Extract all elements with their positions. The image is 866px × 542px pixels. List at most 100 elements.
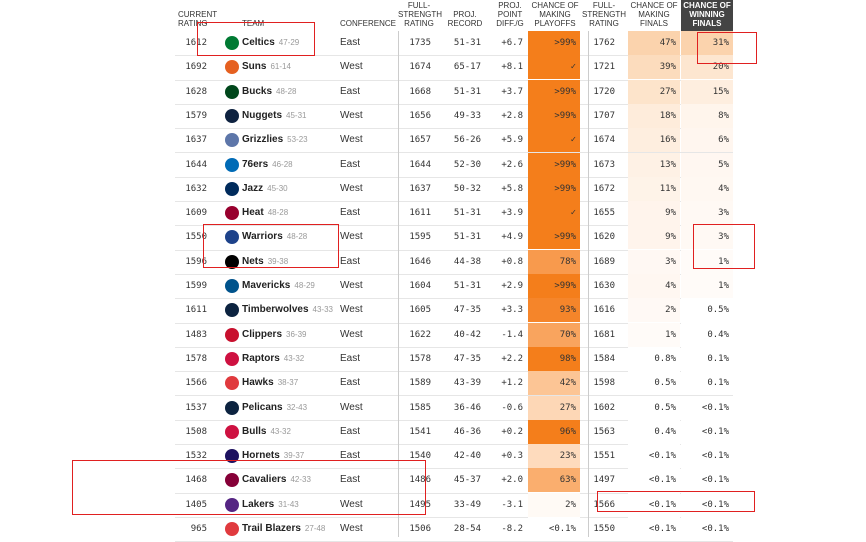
conference: East (340, 158, 361, 170)
current-rating: 965 (190, 524, 207, 534)
table-row[interactable]: 1609 Heat 48-28 East 1611 51-31 +3.9 ✓ 1655 9% 3% (175, 201, 733, 227)
team-cell[interactable]: Jazz 45-30 (242, 177, 288, 201)
proj-point-diff: -8.2 (501, 524, 523, 534)
team-name: Suns (242, 61, 267, 73)
make-finals-cell: 18% (628, 103, 680, 128)
table-row[interactable]: 1599 Mavericks 48-29 West 1604 51-31 +2.9 >99% 1… (175, 274, 733, 300)
full-strength-rating-2: 1550 (593, 524, 615, 534)
team-name: Nets (242, 255, 264, 267)
team-record: 45-30 (267, 183, 288, 193)
header-full-strength-rating[interactable]: FULL-STRENGTH RATING (398, 1, 442, 28)
table-row[interactable]: 1550 Warriors 48-28 West 1595 51-31 +4.9 >99% 16… (175, 225, 733, 251)
table-row[interactable]: 1628 Bucks 48-28 East 1668 51-31 +3.7 >99% 1720 2… (175, 79, 733, 105)
header-team[interactable]: TEAM (242, 19, 265, 28)
proj-point-diff: +8.1 (501, 62, 523, 73)
make-finals-cell: 1% (628, 322, 680, 347)
table-row[interactable]: 1612 Celtics 47-29 East 1735 51-31 +6.7 >99% 176… (175, 31, 733, 57)
header-full-strength-rating-2[interactable]: FULL-STRENGTH RATING (582, 1, 626, 28)
full-strength-rating: 1656 (409, 110, 431, 121)
proj-point-diff: +2.9 (501, 281, 523, 291)
proj-record: 46-36 (453, 426, 481, 437)
proj-point-diff: +3.3 (501, 305, 523, 316)
current-rating: 1599 (185, 281, 207, 291)
team-cell[interactable]: Celtics 47-29 (242, 31, 299, 55)
table-row[interactable]: 1596 Nets 39-38 East 1646 44-38 +0.8 78% 1689 3% 1… (175, 249, 733, 275)
team-cell[interactable]: Bulls 43-32 (242, 420, 291, 444)
conference: West (340, 304, 363, 316)
table-row[interactable]: 1468 Cavaliers 42-33 East 1486 45-37 +2.0 63% 14… (175, 468, 733, 494)
make-playoffs-cell: ✓ (528, 55, 580, 80)
team-cell[interactable]: Clippers 36-39 (242, 323, 306, 347)
header-proj-point-diff[interactable]: PROJ. POINT DIFF./G (496, 1, 524, 28)
full-strength-rating: 1644 (409, 159, 431, 170)
table-row[interactable]: 1405 Lakers 31-43 West 1495 33-49 -3.1 2% 1566 <0… (175, 492, 733, 518)
make-finals-cell: <0.1% (628, 468, 680, 493)
table-row[interactable]: 1508 Bulls 43-32 East 1541 46-36 +0.2 96% 1563 0.… (175, 419, 733, 446)
proj-record: 45-37 (453, 475, 481, 486)
team-cell[interactable]: Bucks 48-28 (242, 80, 296, 104)
make-playoffs-cell: 63% (528, 468, 580, 493)
table-row[interactable]: 1692 Suns 61-14 West 1674 65-17 +8.1 ✓ 1721 39% 20… (175, 55, 733, 81)
team-cell[interactable]: Nets 39-38 (242, 250, 288, 274)
win-finals-cell: 31% (681, 31, 733, 55)
conference: West (340, 280, 363, 291)
team-cell[interactable]: Hornets 39-37 (242, 444, 304, 468)
make-finals-cell: 16% (628, 128, 680, 153)
table-row[interactable]: 1611 Timberwolves 43-33 West 1605 47-35 +3.3 93… (175, 298, 733, 324)
warriors-logo-icon (225, 230, 239, 245)
current-rating: 1611 (185, 305, 207, 316)
team-cell[interactable]: Suns 61-14 (242, 55, 291, 79)
make-playoffs-cell: 70% (528, 322, 580, 347)
team-cell[interactable]: Timberwolves 43-33 (242, 298, 333, 322)
team-cell[interactable]: Raptors 43-32 (242, 347, 304, 371)
header-conference[interactable]: CONFERENCE (340, 19, 397, 28)
make-finals-cell: 0.8% (628, 346, 680, 371)
table-row[interactable]: 1537 Pelicans 32-43 West 1585 36-46 -0.6 27% 160… (175, 395, 733, 421)
team-cell[interactable]: Nuggets 45-31 (242, 104, 306, 128)
table-row[interactable]: 1566 Hawks 38-37 East 1589 43-39 +1.2 42% 1598 0.… (175, 371, 733, 397)
team-cell[interactable]: Pelicans 32-43 (242, 396, 307, 420)
table-row[interactable]: 1532 Hornets 39-37 East 1540 42-40 +0.3 23% 1551… (175, 444, 733, 470)
team-cell[interactable]: Heat 48-28 (242, 201, 288, 225)
header-proj-record[interactable]: PROJ. RECORD (447, 10, 483, 28)
raptors-logo-icon (225, 351, 239, 366)
clippers-logo-icon (225, 327, 239, 342)
table-row[interactable]: 1483 Clippers 36-39 West 1622 40-42 -1.4 70% 168… (175, 322, 733, 348)
full-strength-rating: 1611 (409, 208, 431, 219)
team-cell[interactable]: Hawks 38-37 (242, 371, 298, 395)
proj-point-diff: +2.6 (501, 159, 523, 170)
header-make-playoffs[interactable]: CHANCE OF MAKING PLAYOFFS (531, 1, 579, 28)
proj-record: 52-30 (453, 159, 481, 170)
table-row[interactable]: 1644 76ers 46-28 East 1644 52-30 +2.6 >99% 1673 1… (175, 152, 733, 178)
team-cell[interactable]: Mavericks 48-29 (242, 274, 315, 298)
header-current-rating[interactable]: CURRENT RATING (178, 10, 217, 28)
team-cell[interactable]: Grizzlies 53-23 (242, 128, 308, 152)
team-name: Celtics (242, 37, 275, 48)
proj-point-diff: +0.2 (501, 426, 523, 437)
full-strength-rating-2: 1566 (593, 499, 615, 510)
table-row[interactable]: 1578 Raptors 43-32 East 1578 47-35 +2.2 98% 1584… (175, 346, 733, 373)
table-row[interactable]: 1579 Nuggets 45-31 West 1656 49-33 +2.8 >99% 170… (175, 103, 733, 130)
team-cell[interactable]: 76ers 46-28 (242, 153, 293, 177)
make-playoffs-cell: >99% (528, 103, 580, 128)
team-cell[interactable]: Trail Blazers 27-48 (242, 517, 325, 541)
proj-record: 40-42 (453, 329, 481, 340)
team-name: Mavericks (242, 280, 291, 291)
proj-record: 50-32 (453, 183, 481, 194)
team-record: 48-29 (294, 281, 315, 290)
table-row[interactable]: 1637 Grizzlies 53-23 West 1657 56-26 +5.9 ✓ 1674… (175, 128, 733, 154)
conference: West (340, 231, 363, 243)
team-cell[interactable]: Cavaliers 42-33 (242, 468, 311, 492)
win-finals-cell: 6% (681, 128, 733, 153)
header-win-finals[interactable]: CHANCE OF WINNING FINALS (681, 0, 733, 31)
team-cell[interactable]: Lakers 31-43 (242, 493, 299, 517)
proj-record: 51-31 (453, 38, 481, 48)
table-row[interactable]: 1632 Jazz 45-30 West 1637 50-32 +5.8 >99% 1672 11… (175, 176, 733, 203)
header-make-finals[interactable]: CHANCE OF MAKING FINALS (630, 1, 678, 28)
make-finals-cell: <0.1% (628, 444, 680, 469)
conference: West (340, 109, 363, 121)
proj-record: 44-38 (453, 256, 481, 267)
team-record: 53-23 (287, 135, 308, 145)
team-cell[interactable]: Warriors 48-28 (242, 225, 307, 249)
table-row[interactable]: 965 Trail Blazers 27-48 West 1506 28-54 -8.2 <0… (175, 517, 733, 542)
